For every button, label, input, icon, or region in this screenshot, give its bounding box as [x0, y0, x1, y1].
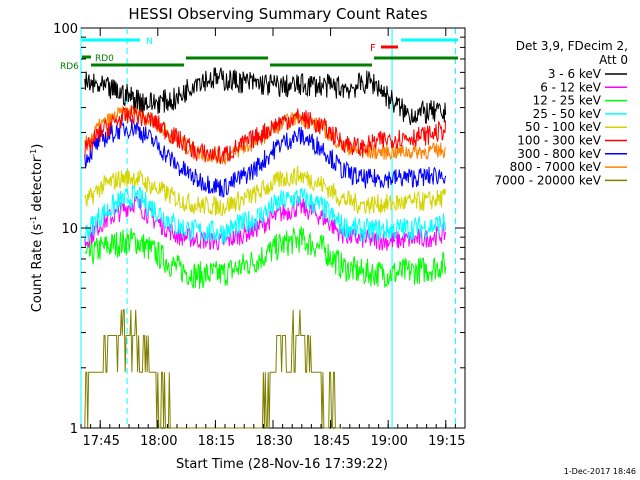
y-axis-label: Count Rate (s-1 detector-1) [29, 144, 45, 313]
y-tick-label-0: 1 [70, 422, 78, 437]
legend-label-2: 12 - 25 keV [533, 94, 602, 108]
legend-label-3: 25 - 50 keV [533, 107, 602, 121]
legend-label-1: 6 - 12 keV [540, 80, 602, 94]
x-tick-label-3: 18:30 [255, 434, 292, 449]
legend-label-0: 3 - 6 keV [548, 67, 602, 81]
flag-f-label: F [370, 43, 376, 54]
y-tick-label-1: 10 [61, 222, 78, 237]
legend-header-line1: Det 3,9, FDecim 2, [516, 39, 628, 53]
series-layer [84, 67, 447, 429]
series-line-300-800keV [84, 118, 447, 198]
legend-label-4: 50 - 100 keV [525, 120, 602, 134]
x-tick-label-6: 19:15 [428, 434, 465, 449]
series-line-6-12keV [84, 195, 447, 251]
x-tick-label-4: 18:45 [313, 434, 350, 449]
series-line-25-50keV [84, 184, 447, 245]
axis-layer: 17:45 18:00 18:15 18:30 18:45 19:00 19:15 1 10 10… [53, 22, 465, 449]
x-tick-label-0: 17:45 [82, 434, 119, 449]
series-line-100-300keV [84, 105, 447, 165]
flag-n-label: N [146, 37, 153, 47]
chart-title: HESSI Observing Summary Count Rates [128, 5, 427, 23]
legend-label-8: 7000 - 20000 keV [494, 173, 601, 187]
series-line-50-100keV [84, 165, 447, 217]
flag-rd0-label: RD0 [95, 54, 114, 64]
x-tick-label-2: 18:15 [198, 434, 235, 449]
series-line-12-25keV [84, 226, 447, 289]
legend-label-5: 100 - 300 keV [517, 134, 601, 148]
series-line-3-6keV [84, 67, 447, 125]
flag-rd6-label: RD6 [60, 62, 79, 72]
timestamp: 1-Dec-2017 18:46 [564, 467, 636, 476]
x-axis-label: Start Time (28-Nov-16 17:39:22) [176, 457, 388, 472]
x-tick-label-5: 19:00 [370, 434, 407, 449]
x-tick-label-1: 18:00 [140, 434, 177, 449]
legend-label-6: 300 - 800 keV [517, 147, 601, 161]
plot-decorations: N RD0 RD6 F [60, 28, 458, 428]
y-tick-label-2: 100 [53, 22, 78, 37]
series-line-7000-20000keV [84, 309, 343, 429]
legend-label-7: 800 - 7000 keV [510, 160, 602, 174]
legend-header-line2: Att 0 [599, 53, 628, 67]
